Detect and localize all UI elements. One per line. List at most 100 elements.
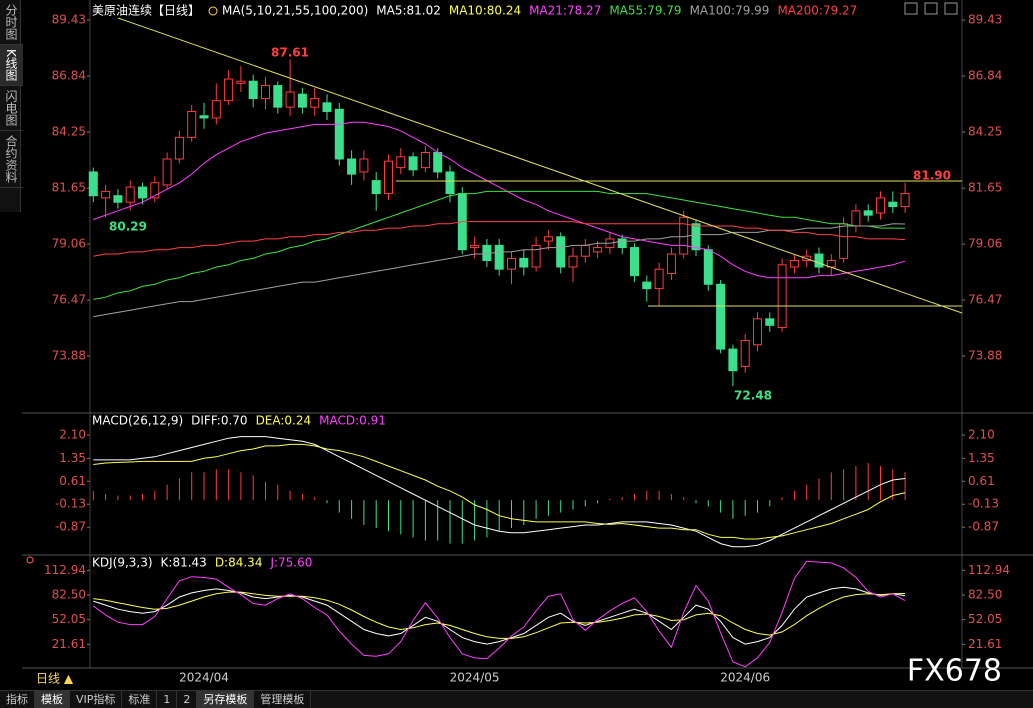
candle-body bbox=[789, 260, 799, 268]
candle-body bbox=[420, 152, 430, 169]
candle-body bbox=[297, 93, 307, 108]
y-tick-label: 76.47 bbox=[968, 293, 1002, 307]
candle-body bbox=[199, 115, 209, 119]
x-tick-label: 2024/06 bbox=[720, 671, 770, 685]
legend-entry: K:81.43 bbox=[161, 556, 207, 570]
candle-body bbox=[211, 100, 221, 119]
candle-body bbox=[642, 281, 652, 290]
candle-body bbox=[765, 318, 775, 326]
y-tick-label: -0.13 bbox=[968, 497, 999, 511]
footer-tab[interactable]: 1 bbox=[157, 691, 178, 708]
candle-body bbox=[310, 98, 320, 108]
indicator-name: MA(5,10,21,55,100,200) bbox=[222, 4, 368, 18]
watermark: FX678 bbox=[907, 654, 1002, 689]
legend-entry: MA55:79.79 bbox=[609, 4, 681, 18]
y-tick-label: 84.25 bbox=[968, 124, 1002, 138]
candle-body bbox=[384, 160, 393, 195]
candle-body bbox=[359, 158, 369, 173]
footer-tab[interactable]: 标准 bbox=[122, 691, 158, 708]
window-icon bbox=[904, 2, 918, 15]
ma-line bbox=[93, 121, 906, 279]
candle-body bbox=[580, 244, 590, 257]
candle-body bbox=[88, 171, 98, 197]
y-tick-label: -0.13 bbox=[55, 497, 86, 511]
y-tick-label: 112.94 bbox=[968, 563, 1010, 577]
candle-body bbox=[814, 253, 824, 268]
y-tick-label: -0.87 bbox=[968, 520, 999, 534]
footer-tab[interactable]: 管理模板 bbox=[254, 691, 312, 708]
y-tick-label: -0.87 bbox=[55, 520, 86, 534]
candle-body bbox=[334, 108, 344, 160]
candle-body bbox=[703, 249, 713, 285]
panel-title: 美原油连续【日线】 bbox=[92, 3, 200, 18]
candle-body bbox=[507, 257, 516, 270]
y-tick-label: 86.84 bbox=[968, 69, 1002, 83]
y-tick-label: 86.84 bbox=[52, 69, 86, 83]
candle-body bbox=[138, 186, 147, 199]
footer-tab[interactable]: VIP指标 bbox=[70, 691, 123, 708]
legend-entry: MACD:0.91 bbox=[319, 414, 386, 428]
period-label: 日线 ▲ bbox=[36, 672, 74, 686]
side-tab[interactable]: K线图 bbox=[0, 45, 23, 86]
y-tick-label: 76.47 bbox=[52, 293, 86, 307]
footer-tab[interactable]: 2 bbox=[177, 691, 198, 708]
y-tick-label: 2.10 bbox=[968, 428, 995, 442]
indicator-line bbox=[93, 560, 906, 668]
y-tick-label: 73.88 bbox=[52, 348, 86, 362]
candle-body bbox=[666, 253, 676, 274]
candle-body bbox=[679, 216, 689, 255]
y-tick-label: 52.05 bbox=[52, 612, 86, 626]
candle-body bbox=[716, 283, 726, 350]
side-tab[interactable]: 闪电图 bbox=[0, 86, 23, 131]
legend-entry: DIFF:0.70 bbox=[191, 414, 247, 428]
candle-body bbox=[863, 210, 873, 216]
candle-body bbox=[888, 201, 898, 208]
settings-icon bbox=[208, 6, 218, 16]
extreme-label: 72.48 bbox=[734, 389, 772, 403]
candle-body bbox=[728, 348, 738, 372]
legend-entry: MA21:78.27 bbox=[529, 4, 601, 18]
side-tab[interactable]: 合约资料 bbox=[0, 131, 23, 188]
candle-body bbox=[839, 223, 849, 259]
candle-body bbox=[433, 152, 443, 173]
side-tab[interactable]: 分时图 bbox=[0, 0, 23, 45]
candle-body bbox=[617, 238, 627, 249]
y-tick-label: 2.10 bbox=[59, 428, 86, 442]
candle-body bbox=[261, 85, 270, 100]
candle-body bbox=[654, 268, 664, 290]
y-tick-label: 81.65 bbox=[52, 181, 86, 195]
footer-tab[interactable]: 另存模板 bbox=[197, 691, 255, 708]
footer-tab[interactable]: 模板 bbox=[35, 691, 70, 708]
y-tick-label: 84.25 bbox=[52, 124, 86, 138]
candle-body bbox=[470, 244, 480, 249]
y-tick-label: 1.35 bbox=[59, 451, 86, 465]
footer-tab[interactable]: 指标 bbox=[0, 691, 35, 708]
legend-entry: MA5:81.02 bbox=[376, 4, 441, 18]
y-tick-label: 21.61 bbox=[52, 637, 86, 651]
candle-body bbox=[224, 78, 234, 102]
ma-line bbox=[93, 221, 906, 257]
candle-body bbox=[396, 156, 406, 169]
sidebar: 分时图 K线图 闪电图 合约资料 bbox=[0, 0, 23, 212]
chart: 89.43 89.43 86.84 86.84 84.25 84.25 81.65 81.65… bbox=[22, 0, 1033, 689]
candle-body bbox=[273, 85, 283, 108]
candle-body bbox=[445, 171, 455, 195]
y-tick-label: 0.61 bbox=[968, 474, 995, 488]
candle-body bbox=[322, 102, 332, 112]
candle-body bbox=[150, 182, 160, 199]
indicator-line bbox=[93, 586, 906, 645]
candle-body bbox=[248, 80, 258, 100]
candle-body bbox=[187, 110, 197, 138]
y-tick-label: 79.06 bbox=[52, 237, 86, 251]
y-tick-label: 89.43 bbox=[968, 13, 1002, 27]
candle-body bbox=[531, 244, 541, 268]
x-tick-label: 2024/05 bbox=[450, 671, 500, 685]
legend-entry: MA200:79.27 bbox=[777, 4, 857, 18]
extreme-label: 81.90 bbox=[913, 169, 951, 183]
candle-body bbox=[753, 318, 762, 346]
candle-body bbox=[519, 257, 529, 268]
candle-body bbox=[740, 339, 750, 367]
y-tick-label: 112.94 bbox=[44, 563, 86, 577]
panel-title: KDJ(9,3,3) bbox=[92, 556, 153, 570]
y-tick-label: 82.50 bbox=[52, 587, 86, 601]
